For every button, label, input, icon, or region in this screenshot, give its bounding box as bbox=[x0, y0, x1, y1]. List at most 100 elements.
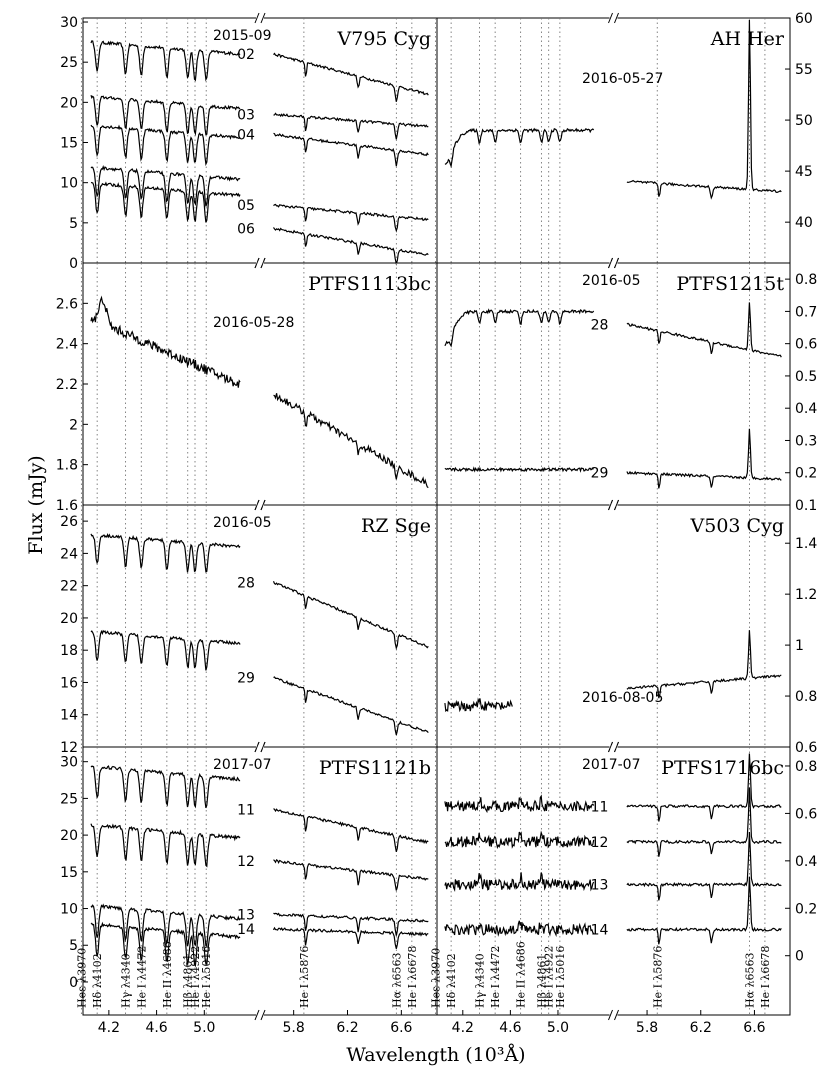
y-tick-label: 0.2 bbox=[795, 901, 817, 917]
y-tick-label: 1.4 bbox=[795, 536, 817, 552]
y-tick-label: 16 bbox=[60, 675, 78, 691]
panel-title: PTFS1113bc bbox=[308, 273, 431, 295]
axis-break-gap bbox=[609, 261, 618, 265]
spectrum-blue bbox=[90, 164, 241, 207]
line-id-label: Hγ λ4340 bbox=[120, 953, 133, 1008]
series-label: 28 bbox=[591, 317, 609, 333]
line-id-label: Hβ λ4861 bbox=[535, 954, 548, 1008]
y-tick-label: 15 bbox=[60, 136, 78, 152]
y-tick-label: 45 bbox=[795, 164, 813, 180]
line-id-label: He I λ4472 bbox=[135, 946, 148, 1008]
axis-break-mark bbox=[254, 741, 260, 753]
y-tick-label: 14 bbox=[60, 708, 78, 724]
x-tick-label: 5.0 bbox=[547, 1020, 569, 1036]
line-id-label: Hγ λ4340 bbox=[473, 953, 486, 1008]
line-id-label: He I λ6678 bbox=[406, 946, 419, 1008]
spectrum-blue bbox=[90, 124, 241, 167]
axis-break-mark bbox=[260, 1009, 266, 1021]
y-tick-label: 25 bbox=[60, 791, 78, 807]
axis-break-mark bbox=[254, 1009, 260, 1021]
spectrum-red bbox=[273, 227, 429, 266]
panel-date: 2015-09 bbox=[213, 28, 272, 44]
y-tick-label: 2.2 bbox=[56, 377, 78, 393]
axis-break-mark bbox=[254, 257, 260, 269]
axis-break-mark bbox=[254, 12, 260, 24]
x-tick-label: 4.6 bbox=[499, 1020, 521, 1036]
axis-break-mark bbox=[608, 257, 613, 269]
series-label: 28 bbox=[237, 575, 255, 591]
spectrum-red bbox=[273, 808, 429, 852]
axis-break-gap bbox=[256, 261, 264, 265]
spectrum-red bbox=[626, 428, 782, 489]
axis-break-mark bbox=[614, 12, 619, 24]
line-id-label: He II λ4686 bbox=[515, 941, 528, 1008]
series-label: 05 bbox=[237, 198, 255, 214]
line-id-label: Hα λ6563 bbox=[743, 953, 756, 1008]
x-tick-label: 6.6 bbox=[390, 1020, 412, 1036]
panel-frame bbox=[82, 504, 438, 748]
panel-frame bbox=[82, 262, 438, 506]
x-tick-label: 4.6 bbox=[145, 1020, 167, 1036]
y-tick-label: 55 bbox=[795, 62, 813, 78]
spectrum-red bbox=[272, 581, 429, 651]
y-tick-label: 12 bbox=[60, 740, 78, 756]
spectrum-red bbox=[273, 112, 429, 140]
spectrum-red bbox=[273, 676, 429, 736]
y-tick-label: 0.4 bbox=[795, 854, 817, 870]
panel-date: 2016-08-05 bbox=[582, 690, 663, 706]
y-tick-label: 0.6 bbox=[795, 806, 817, 822]
y-tick-label: 0.3 bbox=[795, 433, 817, 449]
spectrum-blue bbox=[444, 872, 595, 892]
spectrum-blue bbox=[444, 308, 595, 348]
spectrum-red bbox=[273, 859, 429, 891]
line-id-label: Heε λ3970 bbox=[75, 948, 88, 1008]
spectrum-blue bbox=[90, 533, 241, 573]
axis-break-mark bbox=[614, 257, 619, 269]
spectrum-red bbox=[626, 19, 782, 200]
y-tick-label: 30 bbox=[60, 755, 78, 771]
y-tick-label: 40 bbox=[795, 215, 813, 231]
line-id-label: Hδ λ4102 bbox=[445, 953, 458, 1008]
axis-break-mark bbox=[254, 499, 260, 511]
axis-break-mark bbox=[608, 1009, 613, 1021]
axis-break-mark bbox=[260, 257, 266, 269]
spectrum-blue bbox=[90, 295, 241, 388]
panel-title: RZ Sge bbox=[361, 515, 431, 537]
spectrum-red bbox=[626, 876, 782, 945]
y-tick-label: 2 bbox=[69, 417, 78, 433]
panel-date: 2017-07 bbox=[213, 757, 272, 773]
line-id-label: He I λ4472 bbox=[489, 946, 502, 1008]
series-label: 12 bbox=[237, 854, 255, 870]
panel-title: PTFS1716bc bbox=[661, 757, 784, 779]
axis-break-mark bbox=[614, 1009, 619, 1021]
panel-frame bbox=[82, 17, 438, 264]
spectrum-blue bbox=[90, 921, 241, 968]
spectrum-red bbox=[273, 132, 429, 167]
panel-date: 2016-05 bbox=[213, 515, 272, 531]
panel-title: V795 Cyg bbox=[337, 28, 431, 50]
spectrum-blue bbox=[444, 920, 595, 938]
x-tick-label: 5.8 bbox=[636, 1020, 658, 1036]
series-label: 14 bbox=[237, 922, 255, 938]
axis-break-mark bbox=[260, 12, 266, 24]
y-tick-label: 0.1 bbox=[795, 498, 817, 514]
y-tick-label: 1.6 bbox=[56, 498, 78, 514]
spectrum-red bbox=[273, 52, 429, 102]
spectrum-red bbox=[626, 630, 782, 699]
spectrum-blue bbox=[90, 903, 241, 947]
line-id-label: Heε λ3970 bbox=[429, 948, 442, 1008]
spectrum-blue bbox=[90, 95, 241, 137]
x-tick-label: 6.2 bbox=[690, 1020, 712, 1036]
panel-date: 2016-05-28 bbox=[213, 315, 294, 331]
series-label: 13 bbox=[237, 907, 255, 923]
line-id-label: Hβ λ4861 bbox=[182, 954, 195, 1008]
series-label: 02 bbox=[237, 47, 255, 63]
y-tick-label: 20 bbox=[60, 95, 78, 111]
x-tick-label: 4.2 bbox=[98, 1020, 120, 1036]
y-tick-label: 20 bbox=[60, 611, 78, 627]
x-tick-label: 5.8 bbox=[283, 1020, 305, 1036]
panel-ptfs1215t: 0.1 0.2 0.3 0.4 0.5 0.6 0.7 0.8 PTFS1215t 2016-05… bbox=[434, 257, 817, 514]
y-tick-label: 1.8 bbox=[56, 458, 78, 474]
panel-ah-her: 40 45 50 55 60 AH Her 2016-05-27 bbox=[434, 11, 813, 269]
